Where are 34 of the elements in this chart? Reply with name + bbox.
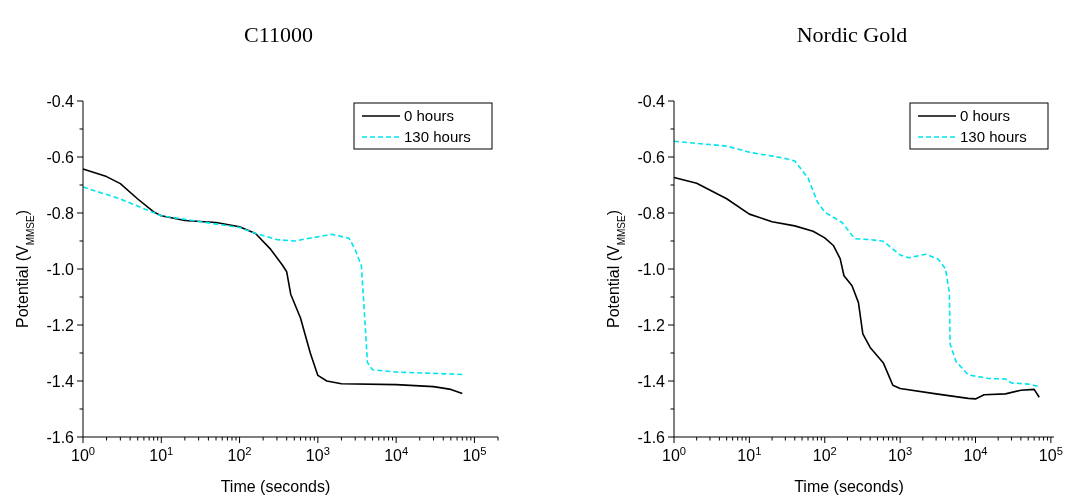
x-tick-label: 10$^{5}$: [462, 445, 487, 464]
y-tick-label: -0.6: [637, 148, 666, 166]
y-tick-label: -0.8: [637, 204, 666, 222]
x-tick-label: 10$^{4}$: [963, 445, 988, 464]
y-tick-label: -1.0: [637, 260, 666, 278]
chart-title: C11000: [244, 22, 313, 47]
chart-title: Nordic Gold: [796, 22, 908, 47]
y-tick-label: -1.6: [46, 428, 75, 446]
y-tick-label: -1.0: [46, 260, 75, 278]
x-axis-title: Time (seconds): [794, 478, 904, 495]
y-tick-label: -1.4: [637, 372, 666, 390]
y-tick-label: -0.6: [46, 148, 75, 166]
x-tick-label: 10$^{5}$: [1038, 445, 1063, 464]
y-tick-label: -0.8: [46, 204, 75, 222]
x-tick-label: 10$^{0}$: [70, 445, 96, 464]
x-tick-label: 10$^{0}$: [661, 445, 687, 464]
x-tick-label: 10$^{4}$: [384, 445, 409, 464]
y-tick-label: -0.4: [46, 92, 75, 110]
legend-label: 130 hours: [960, 128, 1027, 146]
x-tick-label: 10$^{3}$: [305, 445, 330, 464]
x-tick-label: 10$^{2}$: [812, 445, 837, 464]
y-tick-label: -1.2: [637, 316, 666, 334]
y-tick-label: -0.4: [637, 92, 666, 110]
y-tick-label: -1.2: [46, 316, 75, 334]
legend-label: 0 hours: [404, 107, 455, 125]
x-tick-label: 10$^{1}$: [149, 445, 174, 464]
legend-label: 130 hours: [404, 128, 471, 146]
x-tick-label: 10$^{1}$: [737, 445, 762, 464]
y-tick-label: -1.6: [637, 428, 666, 446]
x-tick-label: 10$^{3}$: [888, 445, 913, 464]
y-tick-label: -1.4: [46, 372, 75, 390]
x-axis-title: Time (seconds): [220, 478, 331, 495]
legend-label: 0 hours: [960, 107, 1011, 125]
x-tick-label: 10$^{2}$: [227, 445, 252, 464]
